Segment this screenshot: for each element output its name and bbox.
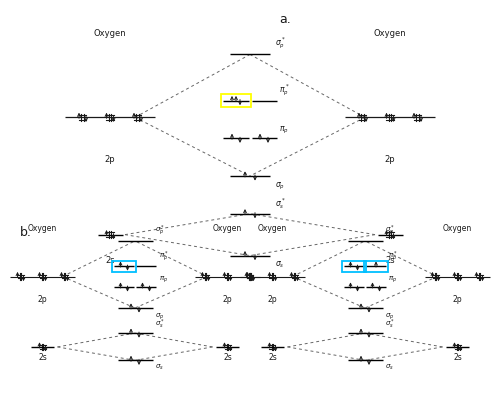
Text: Oxygen: Oxygen [28,224,57,233]
Bar [222,94,250,107]
Text: Oxygen: Oxygen [258,224,287,233]
Text: $\sigma_s$: $\sigma_s$ [275,260,284,270]
Bar [364,261,388,272]
Text: $\pi_p^*$: $\pi_p^*$ [279,83,289,98]
Text: 2s: 2s [223,353,232,362]
Text: 2s: 2s [268,353,277,362]
Text: $\sigma_s^*$: $\sigma_s^*$ [155,317,165,331]
Text: $\sigma_p$: $\sigma_p$ [275,181,285,192]
Text: $\pi_p$: $\pi_p$ [388,274,398,285]
Text: $\sigma_p^*$: $\sigma_p^*$ [275,36,286,51]
Text: 2p: 2p [452,295,462,304]
Text: 2s: 2s [453,353,462,362]
Text: $\sigma_s^*$: $\sigma_s^*$ [385,317,395,331]
Bar [112,261,136,272]
Text: $\sigma_s$: $\sigma_s$ [155,363,164,372]
Text: 2s: 2s [385,256,395,264]
Text: 2p: 2p [104,155,116,164]
Text: $\sigma_p^*$: $\sigma_p^*$ [155,223,165,238]
Text: 2s: 2s [105,256,115,264]
Text: b.: b. [20,226,32,239]
Text: Oxygen: Oxygen [443,224,472,233]
Text: a.: a. [279,13,291,26]
Text: $\sigma_s^*$: $\sigma_s^*$ [275,196,286,211]
Text: 2p: 2p [268,295,278,304]
Text: Oxygen: Oxygen [213,224,242,233]
Text: $\sigma_p^*$: $\sigma_p^*$ [385,223,395,238]
Text: $\pi_p^*$: $\pi_p^*$ [158,249,168,264]
Text: 2p: 2p [384,155,396,164]
Text: $\pi_p$: $\pi_p$ [158,274,168,285]
Text: $\sigma_s$: $\sigma_s$ [385,363,394,372]
Text: $\pi_p$: $\pi_p$ [279,125,289,136]
Bar [342,261,366,272]
Text: Oxygen: Oxygen [374,29,406,38]
Text: 2s: 2s [38,353,47,362]
Text: $\pi_p^*$: $\pi_p^*$ [388,249,398,264]
Text: $\sigma_p$: $\sigma_p$ [155,312,164,322]
Text: $\sigma_p$: $\sigma_p$ [385,312,394,322]
Text: Oxygen: Oxygen [94,29,126,38]
Text: 2p: 2p [38,295,48,304]
Text: 2p: 2p [222,295,232,304]
